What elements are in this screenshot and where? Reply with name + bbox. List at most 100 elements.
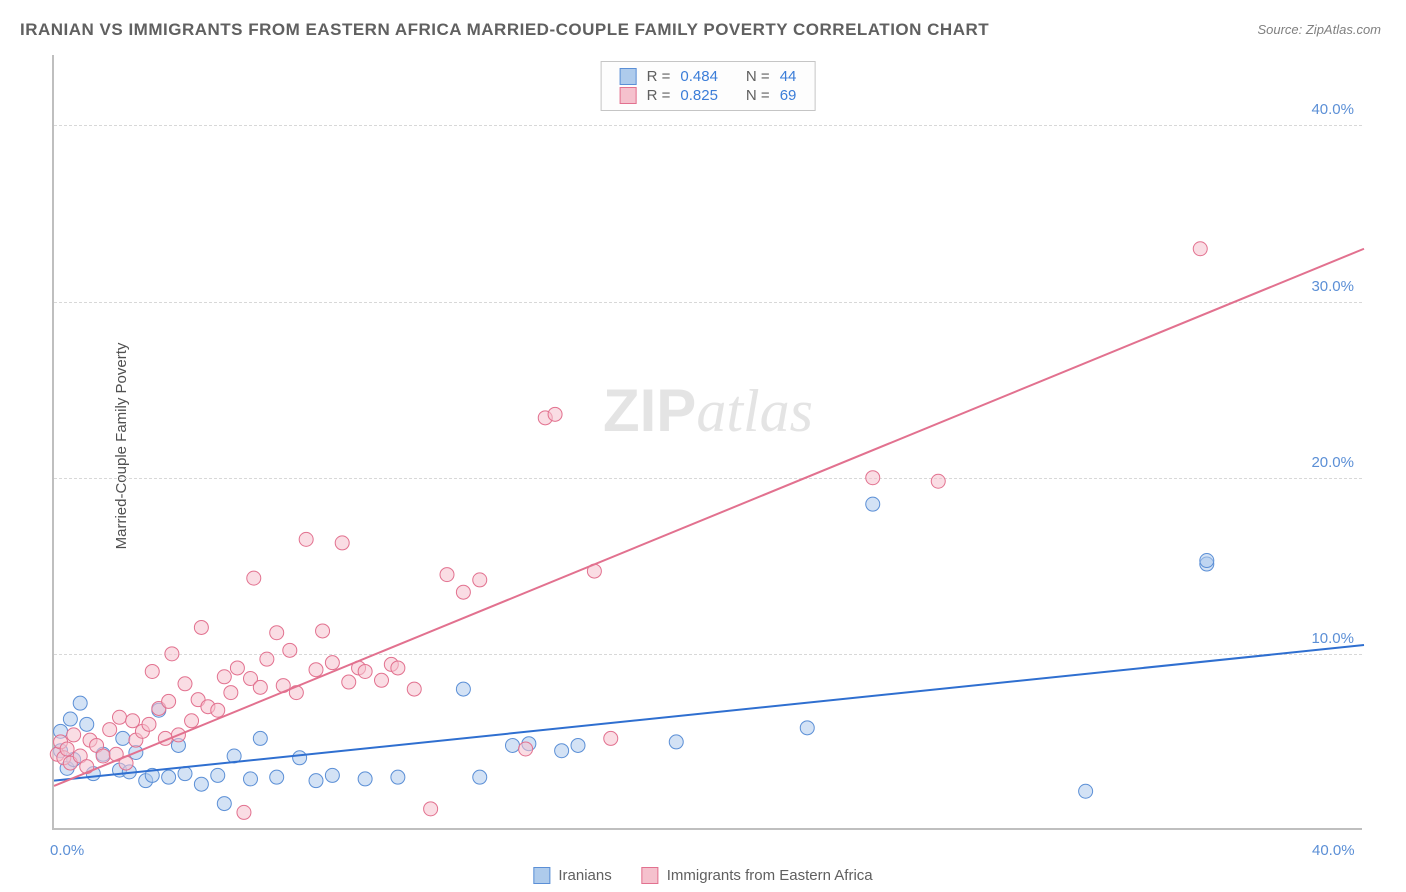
data-point: [165, 647, 179, 661]
data-point: [866, 497, 880, 511]
data-point: [270, 770, 284, 784]
n-value-1: 44: [780, 68, 797, 85]
data-point: [67, 728, 81, 742]
data-point: [604, 731, 618, 745]
data-point: [194, 777, 208, 791]
data-point: [237, 805, 251, 819]
data-point: [456, 585, 470, 599]
data-point: [342, 675, 356, 689]
data-point: [126, 714, 140, 728]
data-point: [73, 696, 87, 710]
trend-line: [54, 645, 1364, 781]
y-tick-label: 30.0%: [1311, 278, 1354, 295]
data-point: [96, 749, 110, 763]
data-point: [283, 643, 297, 657]
legend-stats-box: R = 0.484 N = 44 R = 0.825 N = 69: [601, 61, 816, 111]
r-value-2: 0.825: [680, 87, 718, 104]
data-point: [224, 686, 238, 700]
legend-swatch-bottom-1: [533, 867, 550, 884]
r-value-1: 0.484: [680, 68, 718, 85]
data-point: [800, 721, 814, 735]
data-point: [217, 670, 231, 684]
data-point: [162, 770, 176, 784]
data-point: [456, 682, 470, 696]
data-point: [309, 774, 323, 788]
data-point: [244, 772, 258, 786]
data-point: [473, 573, 487, 587]
data-point: [325, 768, 339, 782]
data-point: [1200, 554, 1214, 568]
data-point: [63, 712, 77, 726]
data-point: [335, 536, 349, 550]
r-label-2: R =: [647, 87, 671, 104]
data-point: [60, 742, 74, 756]
data-point: [548, 407, 562, 421]
data-point: [211, 703, 225, 717]
data-point: [407, 682, 421, 696]
data-point: [185, 714, 199, 728]
data-point: [142, 717, 156, 731]
r-label-1: R =: [647, 68, 671, 85]
n-label-2: N =: [746, 87, 770, 104]
x-tick-label: 40.0%: [1312, 842, 1355, 859]
legend-item-series-2: Immigrants from Eastern Africa: [642, 867, 873, 884]
data-point: [358, 664, 372, 678]
legend-label-2: Immigrants from Eastern Africa: [667, 867, 873, 884]
data-point: [391, 661, 405, 675]
legend-swatch-series-1: [620, 68, 637, 85]
data-point: [358, 772, 372, 786]
legend-swatch-bottom-2: [642, 867, 659, 884]
y-tick-label: 10.0%: [1311, 630, 1354, 647]
data-point: [217, 797, 231, 811]
x-tick-label: 0.0%: [50, 842, 84, 859]
n-value-2: 69: [780, 87, 797, 104]
plot-area: ZIPatlas R = 0.484 N = 44 R = 0.825 N = …: [52, 55, 1362, 830]
data-point: [211, 768, 225, 782]
data-point: [309, 663, 323, 677]
data-point: [299, 532, 313, 546]
data-point: [669, 735, 683, 749]
data-point: [519, 742, 533, 756]
data-point: [391, 770, 405, 784]
data-point: [555, 744, 569, 758]
data-point: [145, 664, 159, 678]
data-point: [293, 751, 307, 765]
data-point: [253, 731, 267, 745]
y-tick-label: 20.0%: [1311, 454, 1354, 471]
data-point: [571, 738, 585, 752]
y-tick-label: 40.0%: [1311, 101, 1354, 118]
data-point: [103, 723, 117, 737]
data-point: [325, 656, 339, 670]
data-point: [253, 680, 267, 694]
data-point: [440, 568, 454, 582]
trend-line: [54, 249, 1364, 786]
legend-stats-row-2: R = 0.825 N = 69: [620, 86, 797, 105]
data-point: [316, 624, 330, 638]
source-attribution: Source: ZipAtlas.com: [1257, 22, 1381, 37]
chart-container: IRANIAN VS IMMIGRANTS FROM EASTERN AFRIC…: [0, 0, 1406, 892]
data-point: [162, 694, 176, 708]
legend-item-series-1: Iranians: [533, 867, 611, 884]
data-point: [1079, 784, 1093, 798]
data-point: [113, 710, 127, 724]
data-point: [375, 673, 389, 687]
data-point: [931, 474, 945, 488]
data-point: [1193, 242, 1207, 256]
data-point: [506, 738, 520, 752]
n-label-1: N =: [746, 68, 770, 85]
data-point: [116, 731, 130, 745]
chart-title: IRANIAN VS IMMIGRANTS FROM EASTERN AFRIC…: [20, 20, 989, 40]
data-point: [194, 620, 208, 634]
legend-label-1: Iranians: [558, 867, 611, 884]
data-point: [270, 626, 284, 640]
legend-stats-row-1: R = 0.484 N = 44: [620, 67, 797, 86]
data-point: [247, 571, 261, 585]
data-point: [424, 802, 438, 816]
data-point: [178, 677, 192, 691]
data-point: [260, 652, 274, 666]
data-point: [866, 471, 880, 485]
plot-svg: [54, 55, 1362, 828]
legend-swatch-series-2: [620, 87, 637, 104]
data-point: [473, 770, 487, 784]
legend-bottom: Iranians Immigrants from Eastern Africa: [533, 867, 872, 884]
